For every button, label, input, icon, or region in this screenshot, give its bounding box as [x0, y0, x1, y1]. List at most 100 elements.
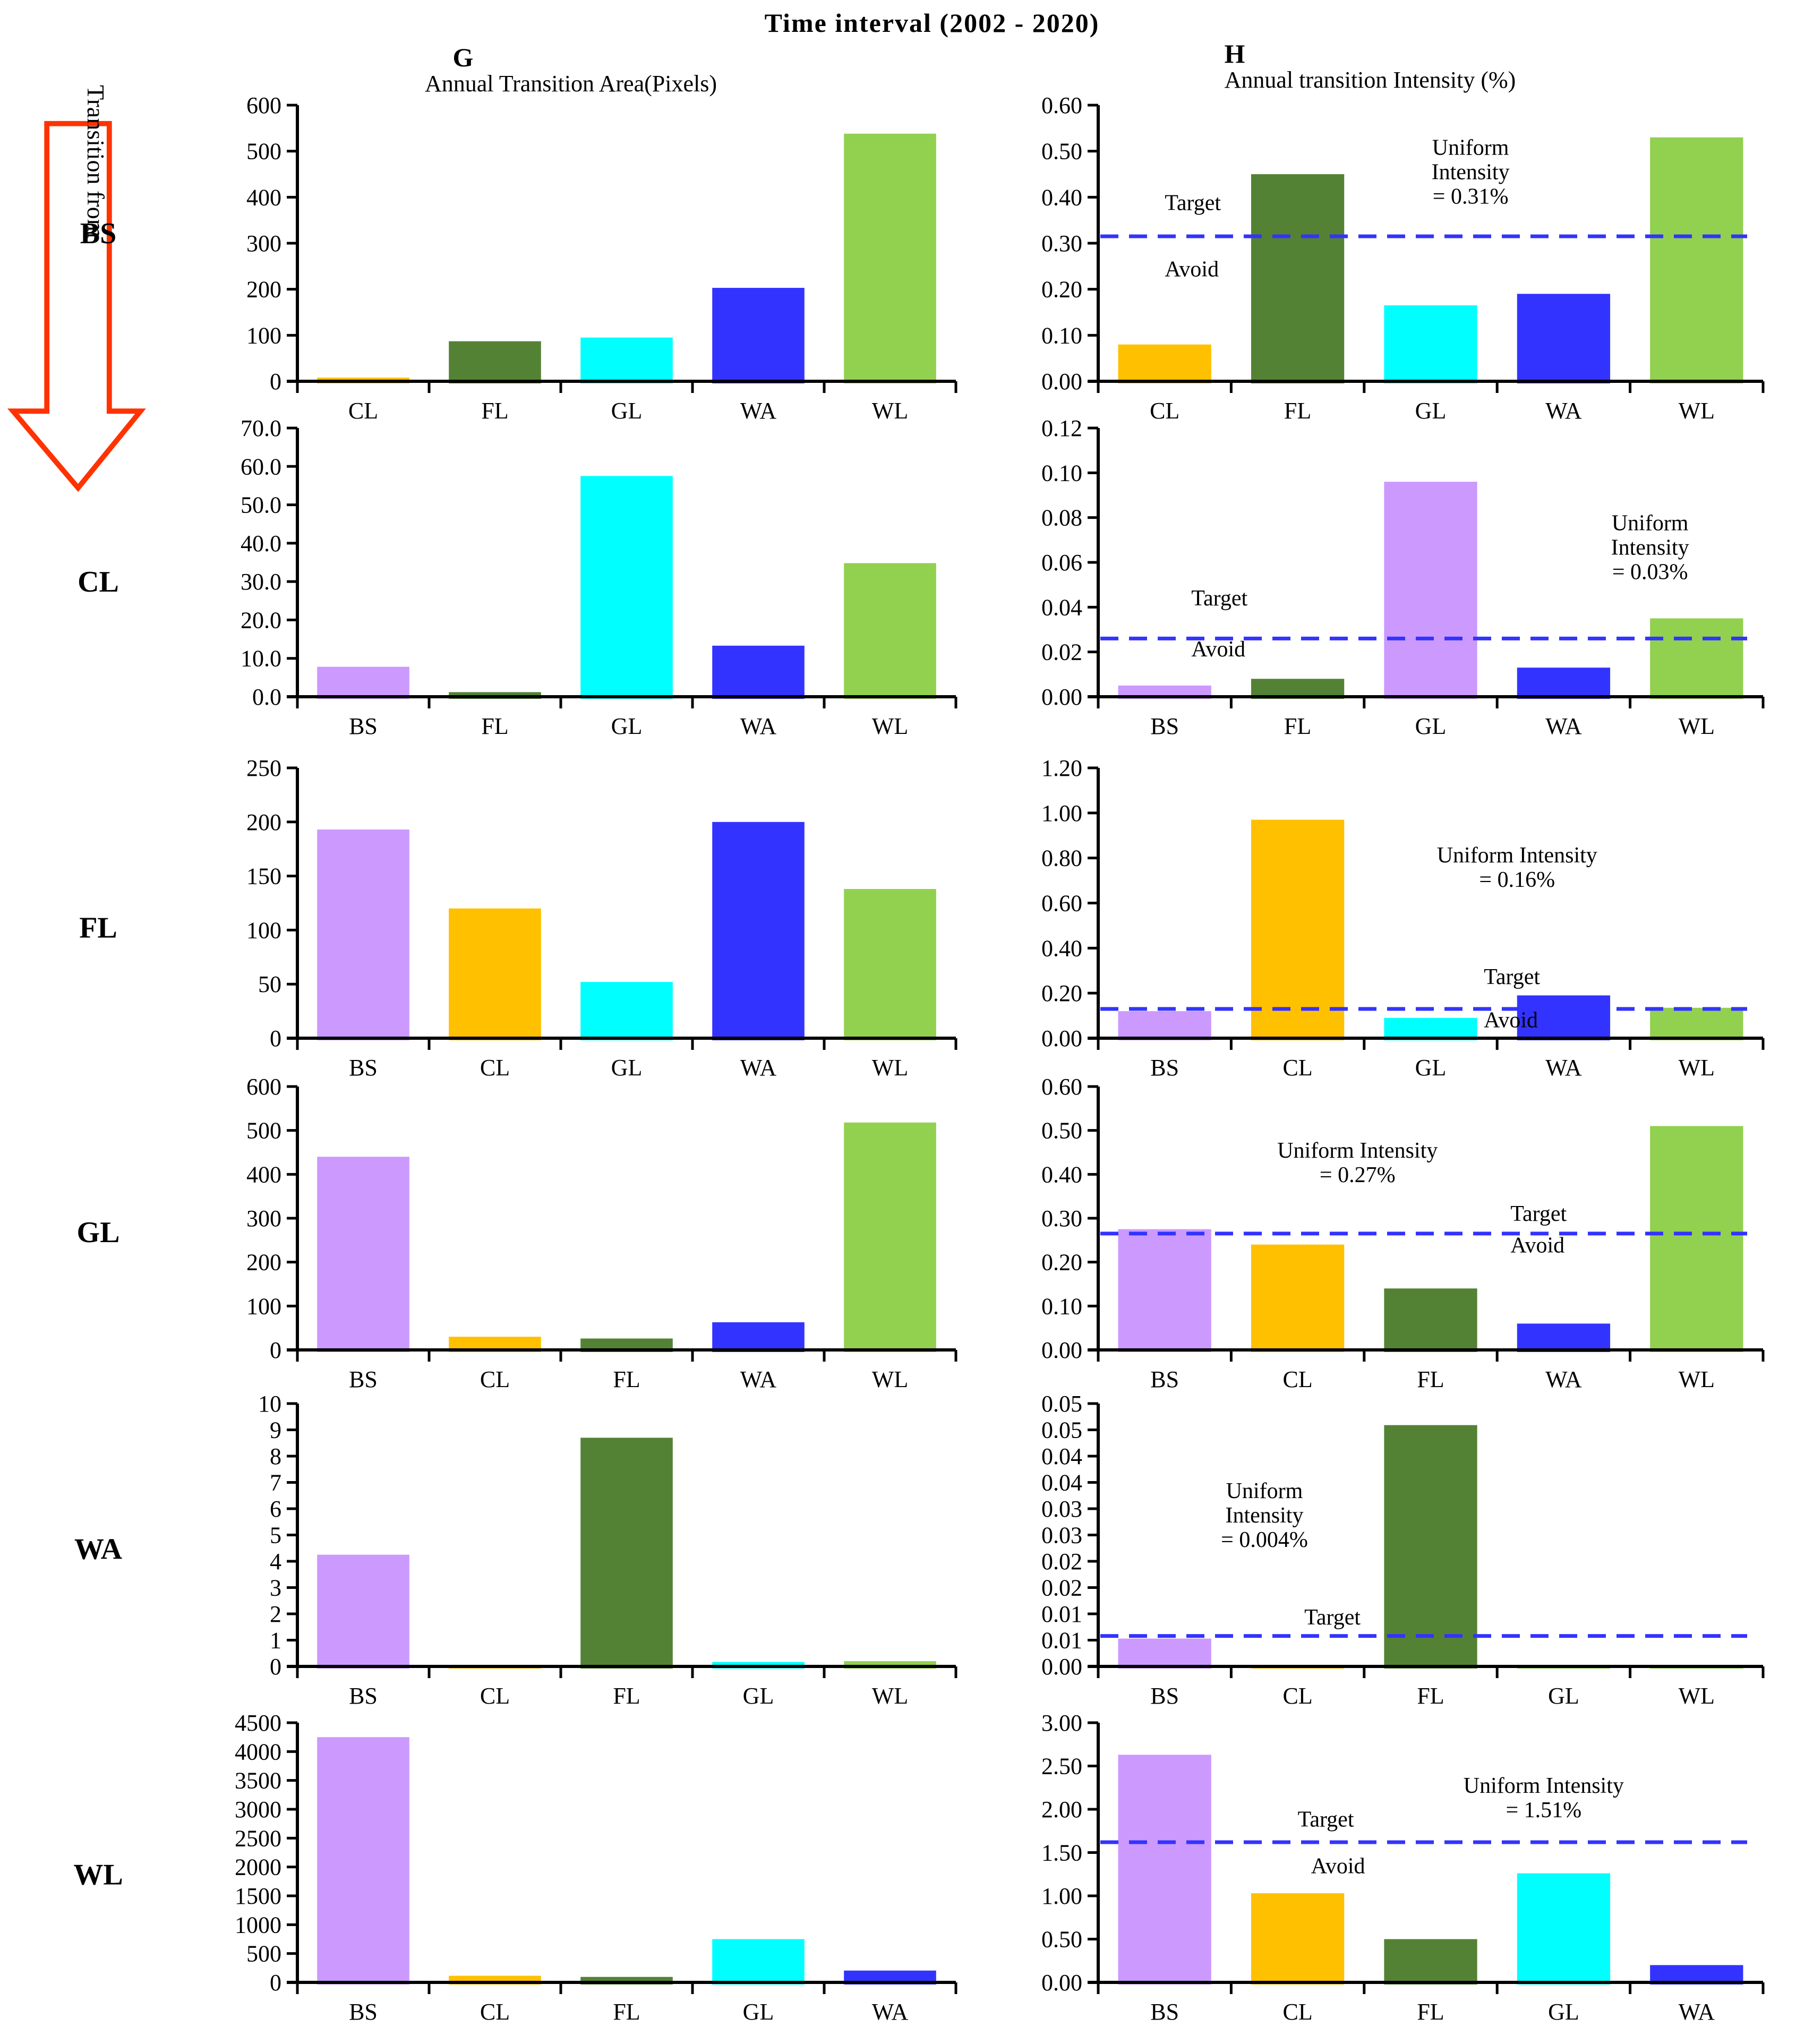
bar-gl	[712, 1939, 805, 1985]
chart-bs-g: BS CL FL GL WA WL 0 100 200 300 400 500 600	[80, 92, 957, 424]
y-tick-label: 6	[270, 1496, 281, 1522]
x-tick-label: BS	[349, 1999, 378, 2025]
x-tick-label: WA	[740, 1055, 777, 1081]
bar-wa	[712, 645, 805, 699]
y-tick-label: 0.02	[1041, 1549, 1082, 1575]
chart-gl-g: GL BS CL FL WA WL 0 100 200 300 400 500 600	[77, 1074, 957, 1392]
y-tick-label: 1.50	[1041, 1840, 1082, 1866]
y-tick-label: 0.04	[1041, 1443, 1082, 1469]
x-tick-label: CL	[480, 1055, 510, 1081]
bar-gl	[1384, 482, 1477, 699]
x-tick-label: FL	[1417, 1683, 1444, 1709]
x-tick-label: GL	[1415, 1055, 1447, 1081]
uniform-intensity-label: Uniform Intensity	[1464, 1774, 1624, 1798]
x-tick-label: GL	[1548, 1999, 1579, 2025]
x-tick-label: BS	[1150, 1055, 1179, 1081]
bar-wl	[1650, 137, 1743, 383]
x-tick-label: WL	[872, 1683, 908, 1709]
y-tick-label: 400	[246, 184, 281, 210]
uniform-intensity-label: Uniform	[1226, 1479, 1303, 1503]
x-tick-label: FL	[613, 1683, 640, 1709]
y-tick-label: 50	[258, 971, 281, 997]
y-tick-label: 5	[270, 1523, 281, 1549]
chart-gl-h: BS CL FL WA WL 0.00 0.10 0.20 0.30 0.40 0.50 0.60 Un…	[1041, 1074, 1765, 1392]
y-tick-label: 500	[246, 1941, 281, 1967]
target-label: Target	[1191, 586, 1247, 611]
y-tick-label: 0.06	[1041, 550, 1082, 576]
x-tick-label: GL	[743, 1999, 774, 2025]
y-tick-label: 0.0	[252, 684, 281, 710]
bar-cl	[1251, 1893, 1345, 1985]
chart-cl-h: BS FL GL WA WL 0.00 0.02 0.04 0.06 0.08 0.10 0.12 Un…	[1041, 415, 1765, 739]
bar-fl	[1251, 174, 1345, 383]
bar-cl	[449, 908, 541, 1040]
y-tick-label: 2.50	[1041, 1754, 1082, 1780]
y-tick-label: 0.60	[1041, 1074, 1082, 1100]
x-tick-label: WL	[872, 713, 908, 739]
y-tick-label: 2000	[235, 1854, 281, 1880]
x-tick-label: WL	[1679, 713, 1715, 739]
x-tick-label: WA	[872, 1999, 909, 2025]
row-label-bs: BS	[80, 217, 117, 250]
y-tick-label: 0.50	[1041, 1927, 1082, 1953]
column-g-letter: G	[453, 42, 474, 72]
y-tick-label: 0.05	[1041, 1391, 1082, 1417]
bar-wa	[1517, 668, 1611, 699]
y-tick-label: 0.10	[1041, 460, 1082, 486]
x-tick-label: CL	[1282, 1366, 1312, 1392]
bar-bs	[317, 1737, 409, 1985]
y-tick-label: 200	[246, 809, 281, 835]
y-tick-label: 0.50	[1041, 1118, 1082, 1144]
column-h-subtitle: Annual transition Intensity (%)	[1225, 67, 1516, 93]
x-tick-label: CL	[348, 398, 378, 424]
x-tick-label: GL	[611, 1055, 643, 1081]
y-tick-label: 10.0	[241, 646, 281, 672]
y-tick-label: 20.0	[241, 607, 281, 633]
bar-wa	[1517, 1323, 1611, 1352]
y-tick-label: 2500	[235, 1825, 281, 1851]
y-tick-label: 0.03	[1041, 1496, 1082, 1522]
x-tick-label: CL	[1150, 398, 1179, 424]
uniform-intensity-label: = 1.51%	[1506, 1798, 1581, 1823]
y-tick-label: 0.00	[1041, 684, 1082, 710]
y-tick-label: 0.20	[1041, 980, 1082, 1006]
y-tick-label: 0.30	[1041, 230, 1082, 256]
avoid-label: Avoid	[1484, 1008, 1538, 1033]
row-label-fl: FL	[79, 912, 117, 945]
y-tick-label: 4500	[235, 1710, 281, 1736]
x-tick-label: BS	[1150, 1366, 1179, 1392]
bar-gl	[1517, 1873, 1611, 1985]
x-tick-label: BS	[349, 1055, 378, 1081]
bar-gl	[1384, 1017, 1477, 1040]
x-tick-label: CL	[1282, 1683, 1312, 1709]
uniform-intensity-label: = 0.03%	[1612, 560, 1688, 584]
chart-wl-h: BS CL FL GL WA 0.00 0.50 1.00 1.50 2.00 2.50 3.00 Un…	[1041, 1710, 1765, 2025]
y-tick-label: 1.20	[1041, 755, 1082, 781]
y-tick-label: 4000	[235, 1739, 281, 1765]
chart-bs-h: CL FL GL WA WL 0.00 0.10 0.20 0.30 0.40 0.50 0.60 Un…	[1041, 92, 1765, 424]
x-tick-label: GL	[1415, 398, 1447, 424]
y-tick-label: 0.00	[1041, 1337, 1082, 1363]
x-tick-label: GL	[611, 713, 643, 739]
uniform-intensity-label: Uniform Intensity	[1277, 1139, 1438, 1163]
x-tick-label: FL	[1417, 1366, 1444, 1392]
bar-wa	[712, 1322, 805, 1352]
y-tick-label: 0	[270, 1970, 281, 1996]
y-tick-label: 40.0	[241, 531, 281, 557]
x-tick-label: FL	[1284, 713, 1311, 739]
y-tick-label: 0.02	[1041, 639, 1082, 665]
x-tick-label: BS	[349, 1366, 378, 1392]
y-tick-label: 0.00	[1041, 1025, 1082, 1051]
bar-cl	[1251, 1244, 1345, 1352]
bar-wa	[712, 822, 805, 1040]
y-tick-label: 0.60	[1041, 891, 1082, 917]
target-label: Target	[1298, 1808, 1354, 1832]
y-tick-label: 4	[270, 1549, 281, 1575]
x-tick-label: FL	[481, 713, 508, 739]
y-tick-label: 0.00	[1041, 369, 1082, 395]
y-tick-label: 0.05	[1041, 1417, 1082, 1443]
y-tick-label: 500	[246, 139, 281, 165]
